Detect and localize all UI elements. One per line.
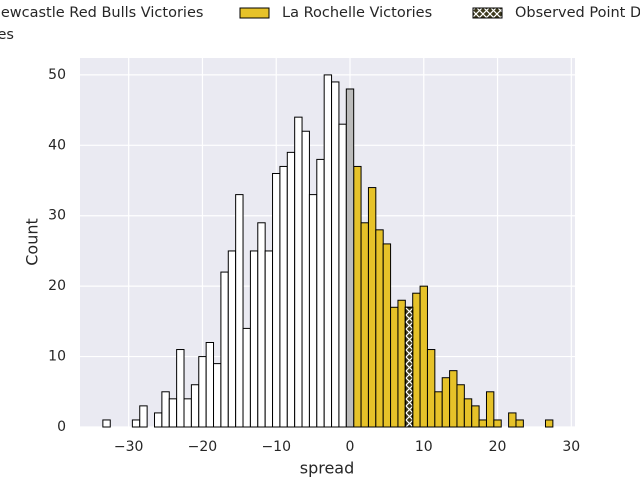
histogram-bar (331, 81, 340, 428)
histogram-bar (286, 151, 296, 428)
y-tick-label: 10 (48, 349, 66, 365)
histogram-bar (227, 250, 237, 428)
y-axis-label: Count (23, 218, 42, 266)
x-tick-label: 0 (346, 439, 355, 455)
histogram-bar (139, 405, 148, 428)
histogram-bar (205, 341, 215, 428)
histogram-bar (471, 405, 480, 428)
legend-label: Observed Point Difference (515, 5, 640, 21)
histogram-bar (441, 377, 451, 428)
histogram-bar (367, 187, 377, 428)
histogram-bar (249, 250, 259, 428)
histogram-bar (102, 419, 111, 428)
histogram-bar (323, 74, 333, 428)
y-tick-label: 30 (48, 208, 66, 224)
histogram-bar (382, 243, 392, 428)
histogram-bar (390, 306, 399, 428)
histogram-bar (294, 116, 303, 428)
histogram-bar (235, 194, 244, 428)
legend-marker (239, 7, 270, 19)
histogram-bar (316, 158, 325, 428)
histogram-bar (375, 229, 384, 428)
y-tick-label: 50 (48, 67, 66, 83)
histogram-bar (360, 222, 369, 428)
legend-hatch (472, 7, 503, 19)
histogram-bar (485, 391, 495, 428)
histogram-bar (257, 222, 266, 428)
histogram-bar (419, 285, 428, 428)
histogram-bar (183, 398, 192, 428)
histogram-bar (478, 419, 487, 428)
histogram-bar (264, 250, 274, 428)
histogram-bar (279, 165, 288, 428)
histogram-bar (154, 412, 163, 428)
histogram-bar (426, 349, 436, 428)
legend-label: La Rochelle Victories (282, 5, 432, 21)
legend-label: Newcastle Red Bulls Victories (0, 5, 203, 21)
histogram-bar (345, 88, 355, 428)
histogram-bar (353, 165, 362, 428)
y-tick-label: 40 (48, 137, 66, 153)
histogram-bar (544, 419, 554, 428)
histogram-bar (412, 292, 421, 428)
histogram-bar (463, 398, 473, 428)
histogram-bar (272, 172, 281, 428)
histogram-bar (131, 419, 141, 428)
histogram-bar (508, 412, 517, 428)
histogram-bar (198, 356, 207, 428)
histogram-bar (161, 391, 170, 428)
histogram-bar (493, 419, 502, 428)
y-tick-label: 0 (57, 419, 66, 435)
x-tick-label: −10 (261, 439, 291, 455)
histogram-bar (308, 194, 318, 428)
y-tick-label: 20 (48, 278, 66, 294)
x-tick-label: −20 (188, 439, 218, 455)
histogram-bar (213, 363, 222, 428)
histogram-bar (397, 299, 406, 428)
histogram-bar (220, 271, 229, 428)
histogram-bar (338, 123, 347, 428)
hatch-overlay (404, 306, 414, 428)
histogram-bar (449, 370, 458, 428)
histogram-bar (242, 327, 251, 428)
x-axis-label: spread (300, 459, 355, 478)
x-tick-label: 20 (489, 439, 507, 455)
histogram-bar (301, 130, 310, 428)
histogram-bar (190, 384, 200, 428)
histogram-bar (515, 419, 524, 428)
legend-label: Ties (0, 27, 14, 43)
x-tick-label: 30 (562, 439, 580, 455)
histogram-bar (456, 384, 465, 428)
histogram-bar (168, 398, 178, 428)
x-tick-label: −30 (114, 439, 144, 455)
histogram-bar (434, 391, 443, 428)
x-tick-label: 10 (415, 439, 433, 455)
histogram-bar (176, 349, 185, 428)
